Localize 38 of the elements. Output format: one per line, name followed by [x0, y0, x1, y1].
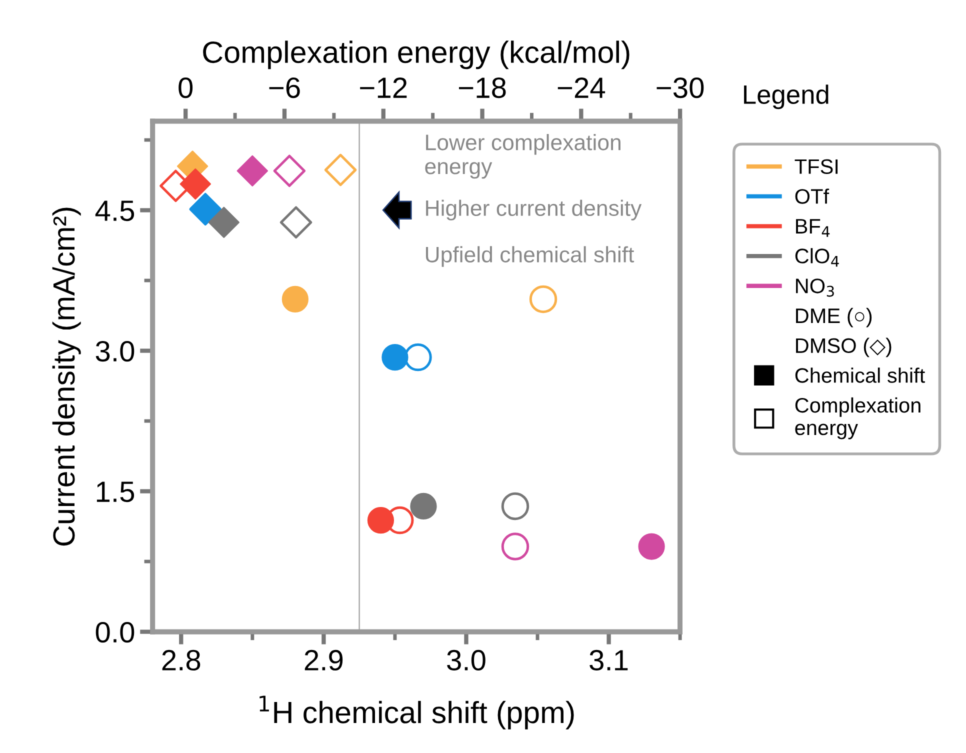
point — [367, 506, 394, 534]
text: Complexation energy — [795, 397, 920, 440]
x2-axis-title: Complexation energy (kcal/mol) — [203, 40, 630, 70]
x-tick-label: 2.9 — [304, 650, 343, 671]
legend-label: NO$_{3}$ — [796, 278, 834, 297]
point — [410, 492, 437, 520]
legend-label: OTf — [795, 188, 830, 204]
point — [180, 168, 211, 200]
x2-tick-label: 0 — [178, 77, 193, 98]
point — [282, 286, 308, 313]
text: DME (○) — [796, 308, 872, 328]
x2-tick-label: −30 — [656, 77, 704, 98]
x2-tick-label: −24 — [558, 77, 606, 98]
y-axis-title: Current density (mA/cm²) — [52, 208, 81, 546]
y-tick-label: 4.5 — [95, 200, 134, 222]
annotation: Lower complexation energy — [425, 134, 620, 179]
x2-tick-label: −12 — [360, 77, 407, 98]
point — [208, 206, 240, 238]
point — [382, 344, 408, 371]
text: DMSO (◇) — [796, 338, 892, 358]
point — [638, 533, 665, 560]
annotation: Higher current density — [426, 200, 642, 220]
y-tick-label: 0.0 — [96, 622, 134, 643]
legend-label: TFSI — [794, 159, 838, 174]
x-tick-label: 3.1 — [590, 650, 628, 671]
legend-title: Legend — [744, 84, 828, 110]
x-axis-title: $^{1}$H chemical shift (ppm) — [260, 696, 574, 730]
x-tick-label: 3.0 — [447, 650, 486, 671]
y-tick-label: 1.5 — [96, 482, 134, 502]
legend-label: ClO$_{4}$ — [795, 248, 839, 267]
x2-tick-label: −18 — [458, 77, 506, 98]
text: Chemical shift — [795, 368, 926, 383]
y-tick-label: 3.0 — [96, 340, 134, 362]
legend-label: BF$_{4}$ — [796, 219, 830, 237]
annotation: Upfield chemical shift — [426, 246, 634, 267]
point — [236, 155, 268, 186]
x2-tick-label: −6 — [269, 77, 300, 98]
x-tick-label: 2.8 — [162, 650, 200, 671]
